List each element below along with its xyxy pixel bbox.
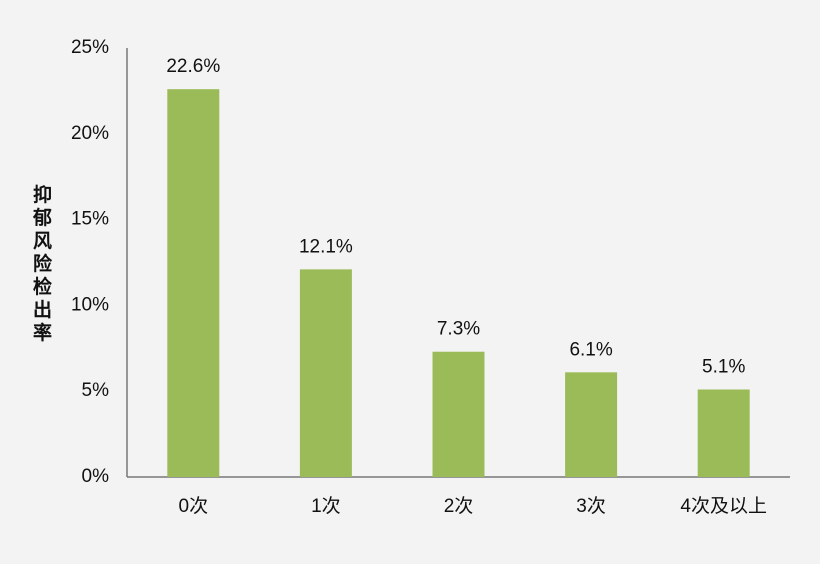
value-label: 6.1% [569,339,612,360]
x-tick-label: 1次 [311,495,341,517]
value-label: 7.3% [437,319,480,340]
y-tick-label: 25% [71,37,109,58]
x-tick-label: 2次 [444,495,474,517]
value-label: 5.1% [702,356,745,377]
bar [299,269,352,477]
y-tick-label: 10% [71,294,109,315]
y-axis-title: 抑郁风险检出率 [30,184,53,345]
bar [432,351,485,477]
y-tick-label: 5% [82,380,110,401]
value-label: 12.1% [299,236,353,257]
x-tick-label: 0次 [179,495,209,517]
y-tick-label: 15% [71,209,109,230]
x-tick-label: 3次 [576,495,606,517]
bar [697,389,750,477]
bar [167,89,220,478]
y-tick-label: 0% [82,466,110,487]
value-label: 22.6% [166,56,220,77]
y-tick-label: 20% [71,123,109,144]
bar [565,372,618,477]
x-tick-label: 4次及以上 [680,495,767,517]
